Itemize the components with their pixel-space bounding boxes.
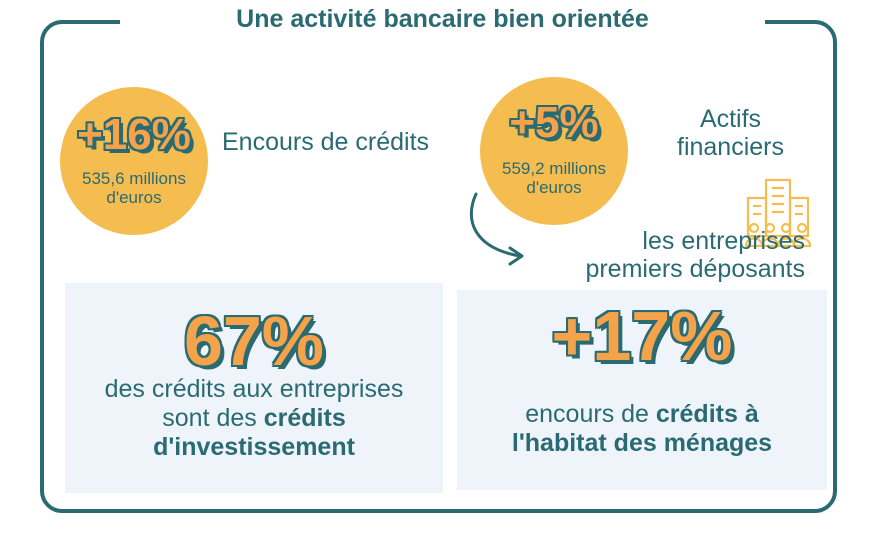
buildings-people-icon: [744, 178, 812, 248]
panel-text-line2-bold: l'habitat des ménages: [511, 429, 773, 457]
stat-amount-line2: d'euros: [106, 188, 162, 207]
stat-value: +5%: [509, 98, 599, 147]
page-title: Une activité bancaire bien orientée: [120, 2, 765, 36]
note-line1: les entreprises: [642, 227, 805, 255]
stat-amount: 535,6 millions d'euros: [60, 169, 208, 207]
stat-amount: 559,2 millions d'euros: [480, 159, 628, 197]
note-line2: premiers déposants: [585, 255, 805, 283]
panel-text: des crédits aux entreprises sont des cré…: [65, 375, 443, 462]
stat-value: +16%: [77, 110, 191, 159]
panel-text: encours de crédits à l'habitat des ménag…: [457, 400, 827, 458]
stat-circle-credits: +16% 535,6 millions d'euros: [60, 87, 208, 235]
stat-label-assets: Actifs financiers: [668, 105, 793, 161]
panel-value: +17%: [551, 297, 733, 375]
stat-circle-assets: +5% 559,2 millions d'euros: [480, 77, 628, 225]
stat-label-line2: financiers: [677, 133, 784, 161]
panel-text-line1: des crédits aux entreprises: [104, 375, 404, 403]
panel-investment-credits: 67% des crédits aux entreprises sont des…: [65, 283, 443, 493]
panel-text-line3-bold: d'investissement: [153, 433, 355, 461]
stat-amount-line1: 559,2 millions: [502, 159, 606, 178]
panel-text-line2-bold: crédits: [263, 404, 346, 432]
panel-text-line1-bold: crédits à: [655, 400, 759, 428]
stat-amount-line2: d'euros: [526, 178, 582, 197]
stat-amount-line1: 535,6 millions: [82, 169, 186, 188]
panel-housing-credits: +17% encours de crédits à l'habitat des …: [457, 290, 827, 490]
stat-label-credits: Encours de crédits: [222, 128, 430, 156]
depositors-note: les entreprises premiers déposants: [530, 227, 805, 283]
panel-text-line2: sont des: [162, 404, 264, 432]
panel-text-line1: encours de: [525, 400, 656, 428]
curved-arrow-icon: [469, 192, 524, 266]
stat-label-line1: Actifs: [699, 105, 762, 133]
panel-value: 67%: [183, 302, 325, 380]
